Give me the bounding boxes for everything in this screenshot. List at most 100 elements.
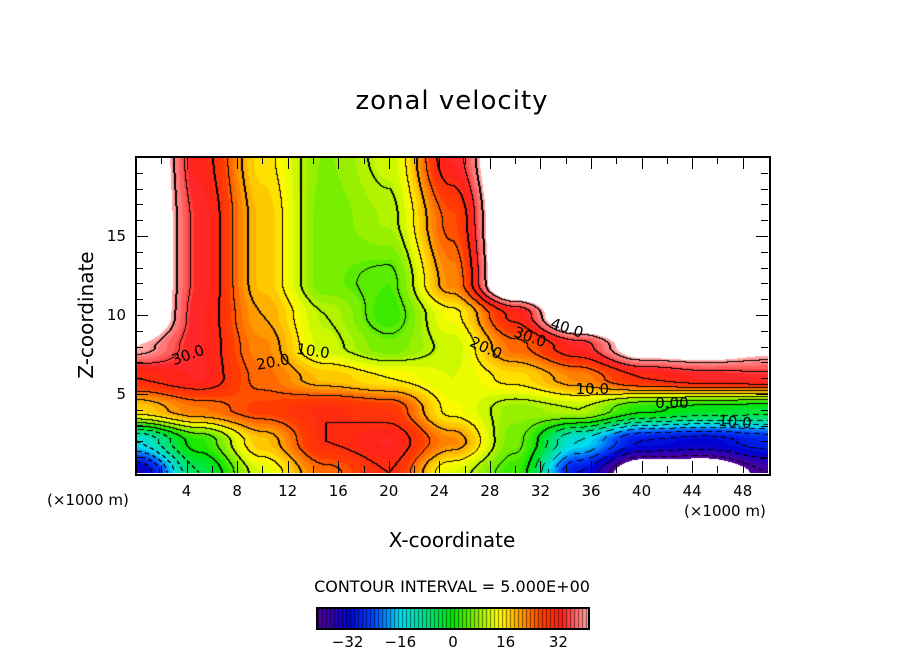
x-tick-top bbox=[465, 157, 466, 164]
x-tick-bottom bbox=[540, 461, 541, 473]
y-tick-right bbox=[761, 347, 768, 348]
x-tick-top bbox=[616, 157, 617, 164]
y-tick-left bbox=[136, 315, 148, 316]
colorbar-tick-label: 0 bbox=[448, 633, 458, 651]
colorbar-tick-label: 16 bbox=[496, 633, 516, 651]
x-tick-top bbox=[389, 157, 390, 169]
x-tick-top bbox=[414, 157, 415, 164]
x-tick-label: 4 bbox=[181, 482, 192, 500]
x-tick-bottom bbox=[591, 461, 592, 473]
x-axis-label: X-coordinate bbox=[388, 528, 516, 552]
x-tick-bottom bbox=[212, 466, 213, 473]
x-tick-label: 36 bbox=[581, 482, 601, 500]
y-tick-left bbox=[136, 283, 143, 284]
x-tick-bottom bbox=[642, 461, 643, 473]
x-tick-top bbox=[566, 157, 567, 164]
x-tick-top bbox=[288, 157, 289, 169]
x-tick-bottom bbox=[389, 461, 390, 473]
y-tick-right bbox=[761, 441, 768, 442]
contour-label: 10.0 bbox=[575, 380, 609, 399]
x-tick-bottom bbox=[717, 466, 718, 473]
x-tick-top bbox=[161, 157, 162, 164]
y-tick-right bbox=[761, 204, 768, 205]
colorbar bbox=[316, 607, 590, 630]
x-tick-label: 16 bbox=[328, 482, 348, 500]
x-tick-label: 32 bbox=[530, 482, 551, 500]
x-tick-top bbox=[187, 157, 188, 169]
plot-area bbox=[135, 156, 771, 476]
x-tick-bottom bbox=[465, 466, 466, 473]
y-tick-right bbox=[761, 331, 768, 332]
y-tick-right bbox=[761, 378, 768, 379]
x-tick-bottom bbox=[338, 461, 339, 473]
y-axis-label: Z-coordinate bbox=[74, 251, 98, 379]
y-tick-left bbox=[136, 220, 143, 221]
x-tick-top bbox=[667, 157, 668, 164]
y-tick-right bbox=[761, 189, 768, 190]
y-tick-left bbox=[136, 331, 143, 332]
x-tick-top bbox=[338, 157, 339, 169]
y-tick-left bbox=[136, 189, 143, 190]
y-tick-left bbox=[136, 441, 143, 442]
x-tick-top bbox=[364, 157, 365, 164]
x-tick-label: 12 bbox=[278, 482, 298, 500]
y-tick-right bbox=[761, 362, 768, 363]
x-tick-label: 20 bbox=[379, 482, 399, 500]
y-tick-left bbox=[136, 347, 143, 348]
velocity-contour-field bbox=[136, 157, 768, 473]
y-tick-left bbox=[136, 426, 143, 427]
x-unit-label-right: (×1000 m) bbox=[684, 502, 766, 520]
y-tick-right bbox=[761, 426, 768, 427]
y-tick-label: 15 bbox=[106, 227, 126, 245]
chart-title: zonal velocity bbox=[355, 86, 549, 116]
plot-frame bbox=[135, 156, 771, 476]
y-tick-left bbox=[136, 378, 143, 379]
y-tick-left bbox=[136, 457, 143, 458]
y-tick-label: 10 bbox=[106, 306, 126, 324]
y-tick-label: 5 bbox=[116, 385, 126, 403]
colorbar-tick-label: −16 bbox=[384, 633, 417, 651]
x-tick-top bbox=[743, 157, 744, 169]
x-tick-top bbox=[262, 157, 263, 164]
contour-label: 10.0 bbox=[717, 412, 753, 433]
y-tick-left bbox=[136, 299, 143, 300]
x-tick-top bbox=[212, 157, 213, 164]
contour-label: 0.00 bbox=[655, 394, 689, 413]
x-tick-top bbox=[313, 157, 314, 164]
x-tick-label: 48 bbox=[733, 482, 753, 500]
x-tick-bottom bbox=[161, 466, 162, 473]
x-tick-top bbox=[642, 157, 643, 169]
x-tick-bottom bbox=[667, 466, 668, 473]
y-tick-left bbox=[136, 236, 148, 237]
y-tick-right bbox=[761, 283, 768, 284]
colorbar-tick-label: −32 bbox=[331, 633, 364, 651]
x-tick-label: 28 bbox=[480, 482, 500, 500]
y-tick-right bbox=[756, 315, 768, 316]
x-tick-bottom bbox=[515, 466, 516, 473]
y-tick-left bbox=[136, 173, 143, 174]
x-unit-label-left: (×1000 m) bbox=[47, 491, 129, 509]
x-tick-top bbox=[591, 157, 592, 169]
x-tick-top bbox=[439, 157, 440, 169]
x-tick-top bbox=[490, 157, 491, 169]
y-tick-left bbox=[136, 204, 143, 205]
x-tick-bottom bbox=[288, 461, 289, 473]
x-tick-bottom bbox=[313, 466, 314, 473]
y-tick-left bbox=[136, 252, 143, 253]
y-tick-right bbox=[761, 410, 768, 411]
x-tick-bottom bbox=[187, 461, 188, 473]
y-tick-right bbox=[756, 394, 768, 395]
x-tick-top bbox=[692, 157, 693, 169]
colorbar-tick-label: 32 bbox=[548, 633, 568, 651]
x-tick-top bbox=[717, 157, 718, 164]
y-tick-left bbox=[136, 394, 148, 395]
x-tick-top bbox=[515, 157, 516, 164]
y-tick-left bbox=[136, 268, 143, 269]
x-tick-bottom bbox=[490, 461, 491, 473]
y-tick-right bbox=[761, 252, 768, 253]
y-tick-right bbox=[761, 299, 768, 300]
x-tick-label: 44 bbox=[682, 482, 702, 500]
contour-interval-text: CONTOUR INTERVAL = 5.000E+00 bbox=[314, 577, 590, 596]
y-tick-right bbox=[761, 268, 768, 269]
x-tick-label: 40 bbox=[632, 482, 652, 500]
